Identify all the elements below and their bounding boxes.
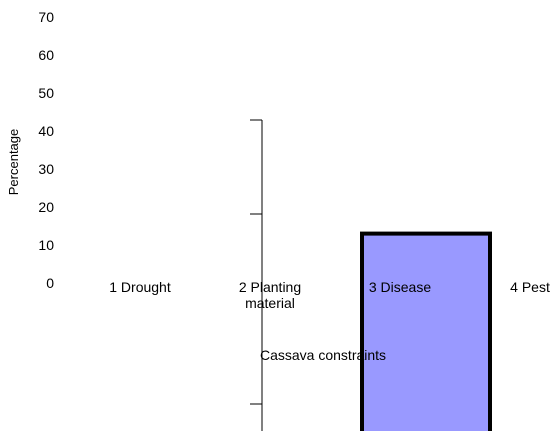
stray-axis — [250, 119, 263, 431]
y-tick-label: 0 — [46, 275, 54, 291]
x-axis-label: Cassava constraints — [260, 347, 387, 363]
x-tick-label: 1 Drought — [109, 279, 171, 295]
y-tick-label: 70 — [38, 9, 54, 25]
y-tick-label: 10 — [38, 237, 54, 253]
x-tick-label: 3 Disease — [368, 279, 432, 295]
x-tick-label: 4 Pest — [510, 279, 550, 295]
y-tick-label: 40 — [38, 123, 54, 139]
y-tick-label: 50 — [38, 85, 54, 101]
y-tick-label: 60 — [38, 47, 54, 63]
x-tick-label: 2 Planting material — [238, 279, 302, 311]
bar — [360, 231, 492, 431]
y-tick-label: 30 — [38, 161, 54, 177]
y-tick-label: 20 — [38, 199, 54, 215]
y-axis-label: Percentage — [6, 129, 21, 196]
